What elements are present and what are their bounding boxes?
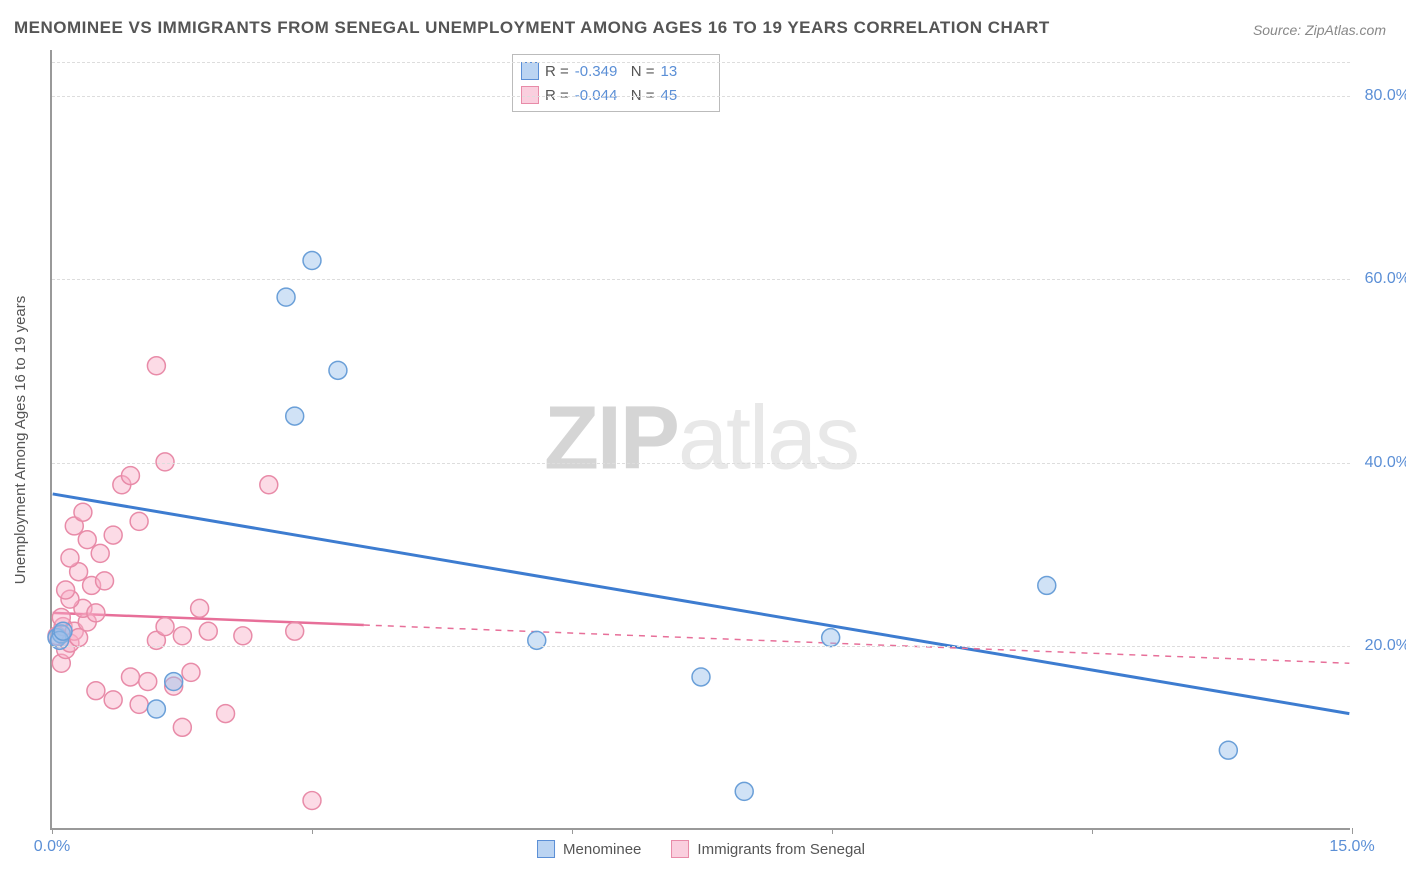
data-point <box>147 700 165 718</box>
data-point <box>1038 576 1056 594</box>
data-point <box>182 663 200 681</box>
gridline-h <box>52 96 1350 97</box>
data-point <box>74 503 92 521</box>
plot-svg <box>52 50 1350 828</box>
legend-item-senegal: Immigrants from Senegal <box>671 840 865 858</box>
y-tick-label: 60.0% <box>1365 270 1406 288</box>
gridline-h <box>52 646 1350 647</box>
data-point <box>234 627 252 645</box>
series-legend: Menominee Immigrants from Senegal <box>537 840 865 858</box>
data-point <box>156 453 174 471</box>
data-point <box>286 622 304 640</box>
data-point <box>191 599 209 617</box>
gridline-h <box>52 463 1350 464</box>
x-tick-label: 15.0% <box>1329 838 1374 856</box>
x-tick <box>572 828 573 834</box>
data-point <box>303 792 321 810</box>
x-tick <box>312 828 313 834</box>
data-point <box>104 691 122 709</box>
x-tick <box>832 828 833 834</box>
chart-title: MENOMINEE VS IMMIGRANTS FROM SENEGAL UNE… <box>14 18 1050 38</box>
data-point <box>165 673 183 691</box>
data-point <box>147 357 165 375</box>
data-point <box>61 549 79 567</box>
legend-item-menominee: Menominee <box>537 840 641 858</box>
data-point <box>303 252 321 270</box>
data-point <box>121 668 139 686</box>
data-point <box>329 361 347 379</box>
data-point <box>173 718 191 736</box>
x-tick <box>1092 828 1093 834</box>
gridline-h <box>52 62 1350 63</box>
data-point <box>91 544 109 562</box>
x-tick <box>52 828 53 834</box>
data-point <box>87 682 105 700</box>
y-axis-label: Unemployment Among Ages 16 to 19 years <box>12 296 29 585</box>
data-point <box>54 622 72 640</box>
y-tick-label: 20.0% <box>1365 637 1406 655</box>
legend-label: Menominee <box>563 841 641 858</box>
data-point <box>130 512 148 530</box>
legend-label: Immigrants from Senegal <box>697 841 865 858</box>
data-point <box>96 572 114 590</box>
data-point <box>199 622 217 640</box>
correlation-chart: MENOMINEE VS IMMIGRANTS FROM SENEGAL UNE… <box>0 0 1406 892</box>
data-point <box>78 531 96 549</box>
data-point <box>286 407 304 425</box>
data-point <box>822 629 840 647</box>
data-point <box>217 705 235 723</box>
x-tick <box>1352 828 1353 834</box>
x-tick-label: 0.0% <box>34 838 70 856</box>
data-point <box>1219 741 1237 759</box>
data-point <box>156 618 174 636</box>
data-point <box>260 476 278 494</box>
y-tick-label: 40.0% <box>1365 454 1406 472</box>
data-point <box>57 581 75 599</box>
data-point <box>277 288 295 306</box>
source-attribution: Source: ZipAtlas.com <box>1253 22 1386 38</box>
data-point <box>130 695 148 713</box>
y-tick-label: 80.0% <box>1365 87 1406 105</box>
data-point <box>104 526 122 544</box>
data-point <box>692 668 710 686</box>
data-point <box>735 782 753 800</box>
plot-area: ZIPatlas R = -0.349 N = 13 R = -0.044 N … <box>50 50 1350 830</box>
legend-swatch-blue <box>537 840 555 858</box>
data-point <box>139 673 157 691</box>
gridline-h <box>52 279 1350 280</box>
data-point <box>87 604 105 622</box>
data-point <box>121 467 139 485</box>
legend-swatch-pink <box>671 840 689 858</box>
data-point <box>173 627 191 645</box>
